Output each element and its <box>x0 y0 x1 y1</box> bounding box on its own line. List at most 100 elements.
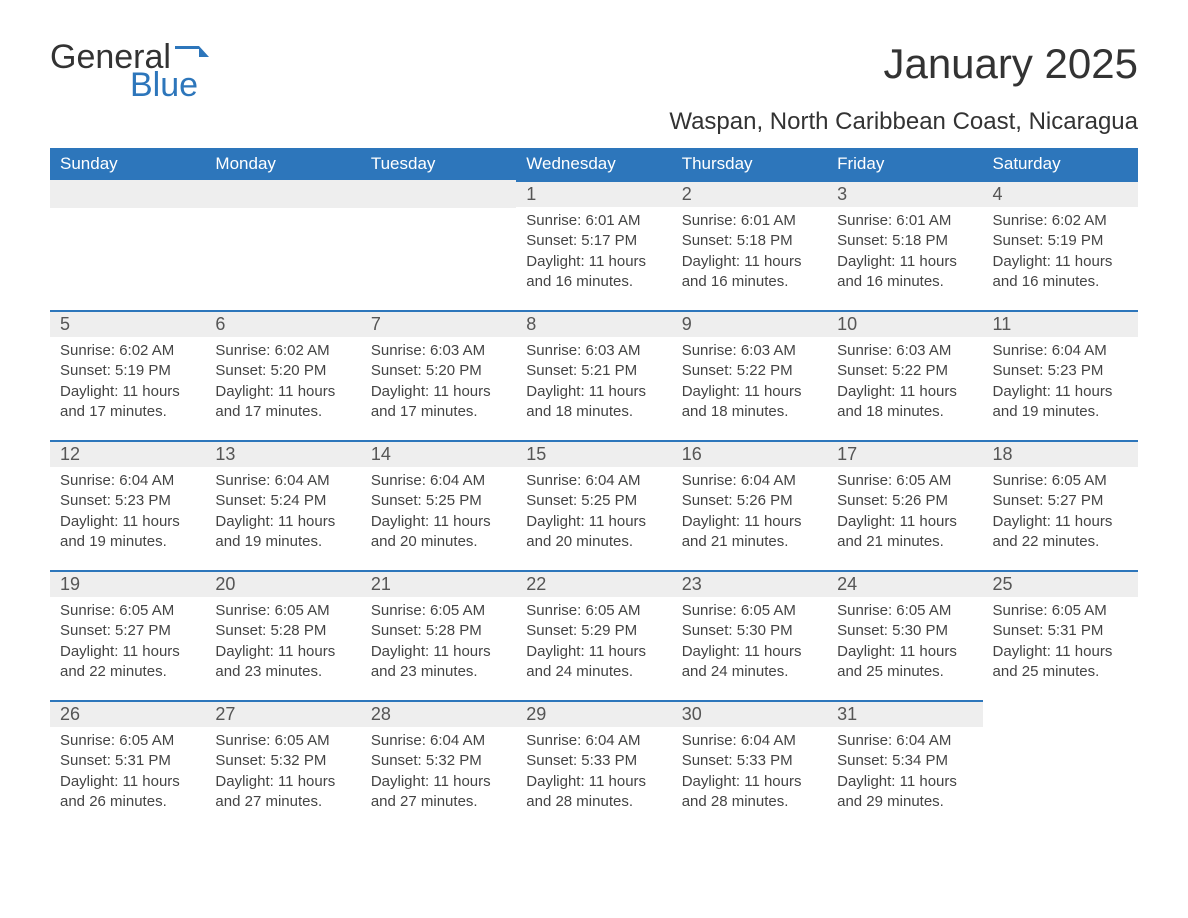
day-details: Sunrise: 6:03 AMSunset: 5:20 PMDaylight:… <box>361 337 516 430</box>
sunrise-text: Sunrise: 6:05 AM <box>837 601 972 621</box>
sunrise-text: Sunrise: 6:03 AM <box>837 341 972 361</box>
sunrise-text: Sunrise: 6:05 AM <box>993 601 1128 621</box>
daylight2-text: and 18 minutes. <box>526 402 661 422</box>
day-details: Sunrise: 6:05 AMSunset: 5:30 PMDaylight:… <box>672 597 827 690</box>
daylight1-text: Daylight: 11 hours <box>526 772 661 792</box>
calendar-cell: 1Sunrise: 6:01 AMSunset: 5:17 PMDaylight… <box>516 180 671 310</box>
daylight2-text: and 19 minutes. <box>993 402 1128 422</box>
calendar-cell: 2Sunrise: 6:01 AMSunset: 5:18 PMDaylight… <box>672 180 827 310</box>
daylight1-text: Daylight: 11 hours <box>215 512 350 532</box>
calendar-cell: 29Sunrise: 6:04 AMSunset: 5:33 PMDayligh… <box>516 700 671 830</box>
day-number: 16 <box>672 440 827 467</box>
day-details: Sunrise: 6:05 AMSunset: 5:26 PMDaylight:… <box>827 467 982 560</box>
sunrise-text: Sunrise: 6:05 AM <box>215 601 350 621</box>
day-number: 8 <box>516 310 671 337</box>
day-details: Sunrise: 6:05 AMSunset: 5:29 PMDaylight:… <box>516 597 671 690</box>
daylight1-text: Daylight: 11 hours <box>60 772 195 792</box>
sunset-text: Sunset: 5:20 PM <box>215 361 350 381</box>
daylight1-text: Daylight: 11 hours <box>837 252 972 272</box>
day-details: Sunrise: 6:02 AMSunset: 5:19 PMDaylight:… <box>50 337 205 430</box>
day-details: Sunrise: 6:03 AMSunset: 5:22 PMDaylight:… <box>672 337 827 430</box>
sunrise-text: Sunrise: 6:05 AM <box>526 601 661 621</box>
day-details: Sunrise: 6:05 AMSunset: 5:28 PMDaylight:… <box>205 597 360 690</box>
day-details: Sunrise: 6:04 AMSunset: 5:34 PMDaylight:… <box>827 727 982 820</box>
calendar-cell: 7Sunrise: 6:03 AMSunset: 5:20 PMDaylight… <box>361 310 516 440</box>
day-number: 19 <box>50 570 205 597</box>
daylight1-text: Daylight: 11 hours <box>993 512 1128 532</box>
daylight1-text: Daylight: 11 hours <box>60 382 195 402</box>
daylight2-text: and 16 minutes. <box>682 272 817 292</box>
day-details: Sunrise: 6:05 AMSunset: 5:27 PMDaylight:… <box>50 597 205 690</box>
sunrise-text: Sunrise: 6:02 AM <box>215 341 350 361</box>
sunset-text: Sunset: 5:28 PM <box>371 621 506 641</box>
calendar-cell: 23Sunrise: 6:05 AMSunset: 5:30 PMDayligh… <box>672 570 827 700</box>
calendar-week-row: 1Sunrise: 6:01 AMSunset: 5:17 PMDaylight… <box>50 180 1138 310</box>
day-details: Sunrise: 6:04 AMSunset: 5:33 PMDaylight:… <box>516 727 671 820</box>
calendar-cell <box>983 700 1138 830</box>
day-details: Sunrise: 6:02 AMSunset: 5:19 PMDaylight:… <box>983 207 1138 300</box>
sunset-text: Sunset: 5:25 PM <box>371 491 506 511</box>
day-details: Sunrise: 6:04 AMSunset: 5:33 PMDaylight:… <box>672 727 827 820</box>
daylight1-text: Daylight: 11 hours <box>993 252 1128 272</box>
daylight1-text: Daylight: 11 hours <box>526 512 661 532</box>
day-details: Sunrise: 6:04 AMSunset: 5:23 PMDaylight:… <box>983 337 1138 430</box>
sunset-text: Sunset: 5:17 PM <box>526 231 661 251</box>
sunrise-text: Sunrise: 6:01 AM <box>837 211 972 231</box>
day-details: Sunrise: 6:04 AMSunset: 5:25 PMDaylight:… <box>516 467 671 560</box>
daylight1-text: Daylight: 11 hours <box>526 382 661 402</box>
sunset-text: Sunset: 5:31 PM <box>993 621 1128 641</box>
sunset-text: Sunset: 5:29 PM <box>526 621 661 641</box>
sunset-text: Sunset: 5:25 PM <box>526 491 661 511</box>
day-number: 14 <box>361 440 516 467</box>
sunset-text: Sunset: 5:23 PM <box>993 361 1128 381</box>
calendar-cell: 30Sunrise: 6:04 AMSunset: 5:33 PMDayligh… <box>672 700 827 830</box>
daylight2-text: and 25 minutes. <box>993 662 1128 682</box>
header: General Blue January 2025 <box>50 40 1138 102</box>
calendar-cell: 3Sunrise: 6:01 AMSunset: 5:18 PMDaylight… <box>827 180 982 310</box>
calendar-cell: 19Sunrise: 6:05 AMSunset: 5:27 PMDayligh… <box>50 570 205 700</box>
daylight2-text: and 16 minutes. <box>526 272 661 292</box>
daylight1-text: Daylight: 11 hours <box>371 772 506 792</box>
brand-word-2: Blue <box>130 68 209 102</box>
daylight1-text: Daylight: 11 hours <box>837 512 972 532</box>
sunrise-text: Sunrise: 6:01 AM <box>526 211 661 231</box>
daylight2-text: and 17 minutes. <box>215 402 350 422</box>
day-details: Sunrise: 6:01 AMSunset: 5:18 PMDaylight:… <box>672 207 827 300</box>
day-number: 7 <box>361 310 516 337</box>
sunrise-text: Sunrise: 6:05 AM <box>215 731 350 751</box>
day-number: 4 <box>983 180 1138 207</box>
day-number: 1 <box>516 180 671 207</box>
brand-logo: General Blue <box>50 40 209 102</box>
day-details: Sunrise: 6:03 AMSunset: 5:22 PMDaylight:… <box>827 337 982 430</box>
daylight1-text: Daylight: 11 hours <box>215 642 350 662</box>
sunset-text: Sunset: 5:32 PM <box>215 751 350 771</box>
day-number: 20 <box>205 570 360 597</box>
daylight2-text: and 16 minutes. <box>993 272 1128 292</box>
sunset-text: Sunset: 5:20 PM <box>371 361 506 381</box>
day-details: Sunrise: 6:01 AMSunset: 5:17 PMDaylight:… <box>516 207 671 300</box>
day-number: 26 <box>50 700 205 727</box>
daylight2-text: and 17 minutes. <box>60 402 195 422</box>
daylight2-text: and 22 minutes. <box>993 532 1128 552</box>
daylight1-text: Daylight: 11 hours <box>682 382 817 402</box>
day-number: 22 <box>516 570 671 597</box>
day-number: 25 <box>983 570 1138 597</box>
daylight2-text: and 18 minutes. <box>837 402 972 422</box>
calendar-cell <box>361 180 516 310</box>
calendar-cell: 11Sunrise: 6:04 AMSunset: 5:23 PMDayligh… <box>983 310 1138 440</box>
day-details: Sunrise: 6:05 AMSunset: 5:32 PMDaylight:… <box>205 727 360 820</box>
sunrise-text: Sunrise: 6:05 AM <box>60 601 195 621</box>
sunrise-text: Sunrise: 6:02 AM <box>993 211 1128 231</box>
sunrise-text: Sunrise: 6:04 AM <box>371 471 506 491</box>
weekday-header-row: SundayMondayTuesdayWednesdayThursdayFrid… <box>50 148 1138 180</box>
calendar-cell: 6Sunrise: 6:02 AMSunset: 5:20 PMDaylight… <box>205 310 360 440</box>
daylight2-text: and 23 minutes. <box>215 662 350 682</box>
daylight1-text: Daylight: 11 hours <box>60 642 195 662</box>
sunrise-text: Sunrise: 6:03 AM <box>682 341 817 361</box>
weekday-header: Sunday <box>50 148 205 180</box>
daylight1-text: Daylight: 11 hours <box>837 642 972 662</box>
calendar-week-row: 19Sunrise: 6:05 AMSunset: 5:27 PMDayligh… <box>50 570 1138 700</box>
daylight2-text: and 29 minutes. <box>837 792 972 812</box>
daylight1-text: Daylight: 11 hours <box>215 382 350 402</box>
day-number: 24 <box>827 570 982 597</box>
